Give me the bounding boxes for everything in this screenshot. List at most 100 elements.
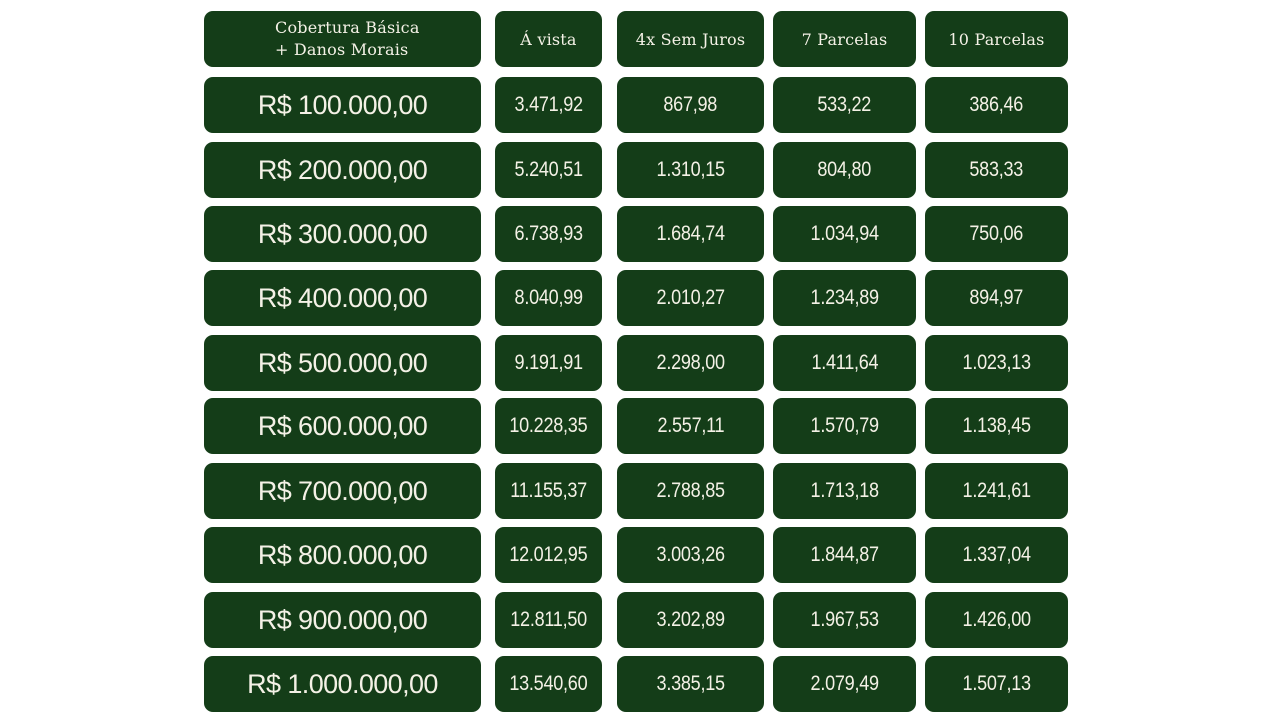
- sem-juros-cell: 3.385,15: [617, 656, 764, 712]
- coverage-cell-value: R$ 600.000,00: [257, 410, 428, 441]
- header-7-parcelas: 7 Parcelas: [773, 11, 916, 67]
- avista-cell: 13.540,60: [495, 656, 602, 712]
- sem-juros-cell-value: 3.385,15: [656, 672, 725, 695]
- coverage-cell: R$ 300.000,00: [204, 206, 481, 262]
- avista-cell-value: 13.540,60: [509, 672, 588, 695]
- coverage-cell: R$ 900.000,00: [204, 592, 481, 648]
- avista-cell: 12.012,95: [495, 527, 602, 583]
- sete-parcelas-cell-value: 2.079,49: [810, 672, 879, 695]
- coverage-cell: R$ 100.000,00: [204, 77, 481, 133]
- coverage-cell-value: R$ 800.000,00: [257, 539, 428, 570]
- sete-parcelas-cell: 1.411,64: [773, 335, 916, 391]
- coverage-cell-value: R$ 1.000.000,00: [247, 668, 438, 699]
- sem-juros-cell: 2.788,85: [617, 463, 764, 519]
- sete-parcelas-cell-value: 1.844,87: [810, 543, 879, 566]
- avista-cell-value: 12.811,50: [510, 608, 587, 631]
- header-sem-juros-label: 4x Sem Juros: [635, 29, 746, 49]
- dez-parcelas-cell-value: 1.241,61: [962, 479, 1031, 502]
- coverage-cell-value: R$ 200.000,00: [257, 154, 428, 185]
- sete-parcelas-cell: 1.844,87: [773, 527, 916, 583]
- sete-parcelas-cell: 2.079,49: [773, 656, 916, 712]
- sete-parcelas-cell-value: 1.034,94: [810, 222, 879, 245]
- sem-juros-cell-value: 3.202,89: [656, 608, 725, 631]
- avista-cell: 12.811,50: [495, 592, 602, 648]
- avista-cell-value: 10.228,35: [509, 414, 588, 437]
- header-10-parcelas-label: 10 Parcelas: [948, 29, 1045, 49]
- coverage-cell-value: R$ 900.000,00: [257, 604, 428, 635]
- dez-parcelas-cell-value: 1.337,04: [962, 543, 1031, 566]
- coverage-cell-value: R$ 300.000,00: [257, 218, 428, 249]
- sem-juros-cell-value: 867,98: [663, 93, 718, 116]
- coverage-cell: R$ 600.000,00: [204, 398, 481, 454]
- sete-parcelas-cell-value: 1.570,79: [810, 414, 879, 437]
- avista-cell-value: 5.240,51: [514, 158, 583, 181]
- sete-parcelas-cell: 1.713,18: [773, 463, 916, 519]
- coverage-cell: R$ 1.000.000,00: [204, 656, 481, 712]
- dez-parcelas-cell: 1.337,04: [925, 527, 1068, 583]
- sete-parcelas-cell: 804,80: [773, 142, 916, 198]
- sete-parcelas-cell: 1.967,53: [773, 592, 916, 648]
- dez-parcelas-cell: 1.138,45: [925, 398, 1068, 454]
- sete-parcelas-cell-value: 1.967,53: [810, 608, 879, 631]
- sem-juros-cell-value: 1.310,15: [656, 158, 725, 181]
- sem-juros-cell: 2.298,00: [617, 335, 764, 391]
- coverage-cell: R$ 200.000,00: [204, 142, 481, 198]
- header-10-parcelas: 10 Parcelas: [925, 11, 1068, 67]
- sem-juros-cell-value: 2.557,11: [657, 414, 724, 437]
- avista-cell-value: 3.471,92: [514, 93, 583, 116]
- dez-parcelas-cell: 386,46: [925, 77, 1068, 133]
- coverage-cell: R$ 700.000,00: [204, 463, 481, 519]
- header-coverage: Cobertura Básica + Danos Morais: [204, 11, 481, 67]
- header-coverage-line2: + Danos Morais: [275, 40, 409, 59]
- header-avista: Á vista: [495, 11, 602, 67]
- sete-parcelas-cell: 1.570,79: [773, 398, 916, 454]
- avista-cell-value: 6.738,93: [514, 222, 583, 245]
- avista-cell-value: 12.012,95: [509, 543, 588, 566]
- dez-parcelas-cell-value: 386,46: [969, 93, 1024, 116]
- avista-cell: 9.191,91: [495, 335, 602, 391]
- avista-cell-value: 9.191,91: [514, 351, 583, 374]
- avista-cell-value: 8.040,99: [514, 286, 583, 309]
- sem-juros-cell-value: 2.298,00: [656, 351, 725, 374]
- coverage-cell-value: R$ 700.000,00: [257, 475, 428, 506]
- sete-parcelas-cell-value: 804,80: [817, 158, 872, 181]
- dez-parcelas-cell-value: 750,06: [969, 222, 1024, 245]
- dez-parcelas-cell-value: 1.023,13: [962, 351, 1031, 374]
- sem-juros-cell-value: 1.684,74: [656, 222, 725, 245]
- sem-juros-cell: 2.010,27: [617, 270, 764, 326]
- avista-cell: 5.240,51: [495, 142, 602, 198]
- sem-juros-cell: 3.202,89: [617, 592, 764, 648]
- dez-parcelas-cell-value: 1.138,45: [962, 414, 1031, 437]
- sem-juros-cell: 867,98: [617, 77, 764, 133]
- header-sem-juros: 4x Sem Juros: [617, 11, 764, 67]
- sem-juros-cell: 1.684,74: [617, 206, 764, 262]
- coverage-cell-value: R$ 100.000,00: [257, 89, 428, 120]
- sem-juros-cell: 2.557,11: [617, 398, 764, 454]
- sem-juros-cell: 1.310,15: [617, 142, 764, 198]
- avista-cell: 10.228,35: [495, 398, 602, 454]
- avista-cell: 8.040,99: [495, 270, 602, 326]
- avista-cell: 6.738,93: [495, 206, 602, 262]
- sem-juros-cell-value: 2.788,85: [656, 479, 725, 502]
- dez-parcelas-cell: 1.426,00: [925, 592, 1068, 648]
- dez-parcelas-cell: 894,97: [925, 270, 1068, 326]
- sete-parcelas-cell-value: 1.411,64: [811, 351, 878, 374]
- avista-cell: 11.155,37: [495, 463, 602, 519]
- dez-parcelas-cell: 583,33: [925, 142, 1068, 198]
- sete-parcelas-cell-value: 1.713,18: [810, 479, 879, 502]
- sete-parcelas-cell: 533,22: [773, 77, 916, 133]
- sete-parcelas-cell: 1.034,94: [773, 206, 916, 262]
- sete-parcelas-cell-value: 533,22: [817, 93, 872, 116]
- dez-parcelas-cell: 1.023,13: [925, 335, 1068, 391]
- dez-parcelas-cell-value: 583,33: [969, 158, 1024, 181]
- sem-juros-cell-value: 3.003,26: [656, 543, 725, 566]
- sete-parcelas-cell: 1.234,89: [773, 270, 916, 326]
- header-7-parcelas-label: 7 Parcelas: [801, 29, 888, 49]
- dez-parcelas-cell-value: 1.426,00: [962, 608, 1031, 631]
- coverage-cell-value: R$ 400.000,00: [257, 282, 428, 313]
- avista-cell-value: 11.155,37: [510, 479, 587, 502]
- dez-parcelas-cell: 1.241,61: [925, 463, 1068, 519]
- header-avista-label: Á vista: [520, 29, 577, 49]
- sem-juros-cell: 3.003,26: [617, 527, 764, 583]
- dez-parcelas-cell-value: 894,97: [969, 286, 1024, 309]
